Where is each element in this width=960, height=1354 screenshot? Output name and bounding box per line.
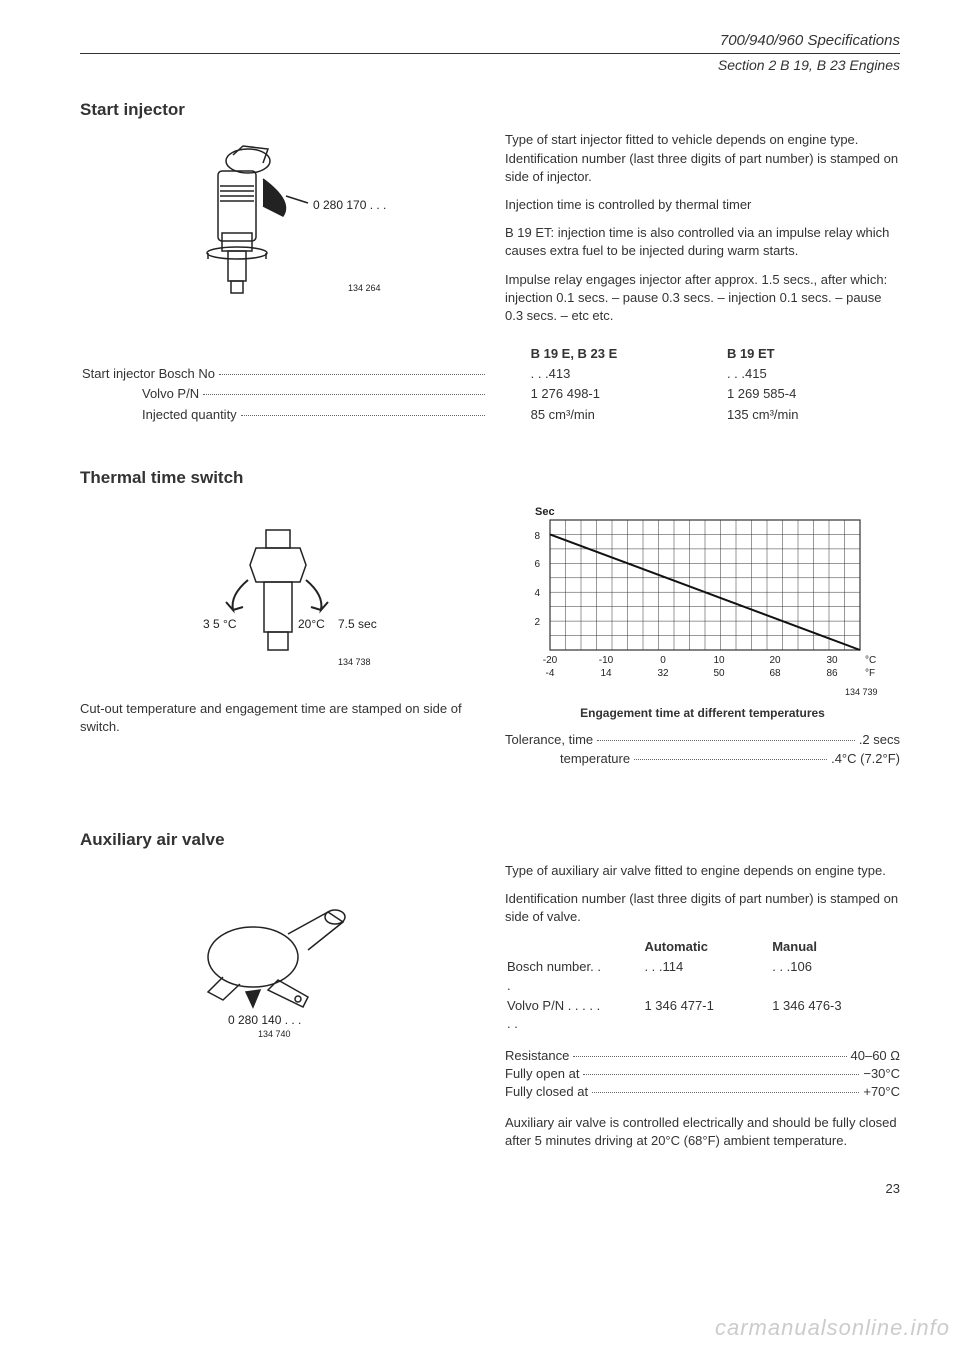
aux-para3: Auxiliary air valve is controlled electr… <box>505 1114 900 1150</box>
svg-text:°F: °F <box>865 668 875 679</box>
aux-svg: 0 280 140 . . . 134 740 <box>148 872 408 1042</box>
thermal-right-label: 7.5 sec <box>338 617 377 631</box>
aux-para1: Type of auxiliary air valve fitted to en… <box>505 862 900 880</box>
engagement-chart: Sec <box>505 500 900 700</box>
start-injector-illustration: 0 280 170 . . . 134 264 <box>80 141 475 311</box>
svg-text:-4: -4 <box>546 668 555 679</box>
inj-col1-head: B 19 E, B 23 E <box>531 345 725 363</box>
chart-caption: Engagement time at different temperature… <box>505 705 900 722</box>
watermark: carmanualsonline.info <box>715 1313 950 1344</box>
svg-text:68: 68 <box>769 668 781 679</box>
svg-text:8: 8 <box>534 531 540 542</box>
start-injector-heading: Start injector <box>80 98 900 122</box>
svg-text:134 739: 134 739 <box>845 687 878 697</box>
svg-text:30: 30 <box>826 655 838 666</box>
section-title: Section 2 B 19, B 23 Engines <box>80 56 900 76</box>
injector-para4: Impulse relay engages injector after app… <box>505 271 900 326</box>
table-row: Volvo P/N . . . . . . . 1 346 477-1 1 34… <box>507 997 898 1033</box>
aux-part-label: 0 280 140 . . . <box>228 1013 301 1027</box>
aux-fig-num: 134 740 <box>258 1029 291 1039</box>
svg-text:°C: °C <box>865 655 876 666</box>
aux-para2: Identification number (last three digits… <box>505 890 900 926</box>
thermal-svg: 3 5 °C 20°C 7.5 sec 134 738 <box>148 510 408 680</box>
chart-svg: Sec <box>505 500 885 700</box>
table-row: Bosch number. . . . . .114 . . .106 <box>507 958 898 994</box>
start-injector-table: B 19 E, B 23 E B 19 ET Start injector Bo… <box>80 343 900 426</box>
thermal-fig-num: 134 738 <box>338 657 371 667</box>
aux-block: 0 280 140 . . . 134 740 Type of auxiliar… <box>80 862 900 1160</box>
aux-spec-row: Fully closed at+70°C <box>505 1083 900 1101</box>
section-line: Section 2 B 19, B 23 Engines <box>80 56 900 78</box>
page-header: 700/940/960 Specifications <box>80 30 900 54</box>
tolerance-block: Tolerance, time .2 secs temperature .4°C… <box>505 731 900 767</box>
aux-spec-row: Resistance40–60 Ω <box>505 1047 900 1065</box>
aux-col1-head: Automatic <box>644 938 770 956</box>
thermal-note: Cut-out temperature and engagement time … <box>80 700 475 736</box>
thermal-heading: Thermal time switch <box>80 466 900 490</box>
start-injector-block: 0 280 170 . . . 134 264 Type of start in… <box>80 131 900 335</box>
table-row: Start injector Bosch No . . .413 . . .41… <box>82 365 898 383</box>
svg-text:10: 10 <box>713 655 725 666</box>
aux-table: Automatic Manual Bosch number. . . . . .… <box>505 936 900 1035</box>
aux-spec-row: Fully open at−30°C <box>505 1065 900 1083</box>
svg-text:2: 2 <box>534 617 540 628</box>
thermal-mid-label: 20°C <box>298 617 325 631</box>
svg-text:0: 0 <box>660 655 666 666</box>
svg-text:86: 86 <box>826 668 838 679</box>
doc-title: 700/940/960 Specifications <box>80 30 900 51</box>
thermal-block: 3 5 °C 20°C 7.5 sec 134 738 Cut-out temp… <box>80 500 900 768</box>
page-number: 23 <box>80 1180 900 1198</box>
svg-text:14: 14 <box>600 668 612 679</box>
table-row: Injected quantity 85 cm³/min 135 cm³/min <box>82 406 898 424</box>
injector-para1: Type of start injector fitted to vehicle… <box>505 131 900 186</box>
injector-svg: 0 280 170 . . . 134 264 <box>148 141 408 311</box>
svg-text:-20: -20 <box>543 655 558 666</box>
injector-para2: Injection time is controlled by thermal … <box>505 196 900 214</box>
aux-heading: Auxiliary air valve <box>80 828 900 852</box>
injector-para3: B 19 ET: injection time is also controll… <box>505 224 900 260</box>
thermal-left-label: 3 5 °C <box>203 617 237 631</box>
thermal-illustration: 3 5 °C 20°C 7.5 sec 134 738 <box>80 510 475 680</box>
svg-text:-10: -10 <box>599 655 614 666</box>
injector-fig-num: 134 264 <box>348 283 381 293</box>
inj-col2-head: B 19 ET <box>727 345 898 363</box>
aux-illustration: 0 280 140 . . . 134 740 <box>80 872 475 1042</box>
svg-text:20: 20 <box>769 655 781 666</box>
table-row: Volvo P/N 1 276 498-1 1 269 585-4 <box>82 385 898 403</box>
svg-text:Sec: Sec <box>535 506 555 518</box>
svg-text:4: 4 <box>534 588 540 599</box>
aux-col2-head: Manual <box>772 938 898 956</box>
svg-text:32: 32 <box>657 668 669 679</box>
svg-text:50: 50 <box>713 668 725 679</box>
svg-text:6: 6 <box>534 559 540 570</box>
injector-part-label: 0 280 170 . . . <box>313 198 386 212</box>
